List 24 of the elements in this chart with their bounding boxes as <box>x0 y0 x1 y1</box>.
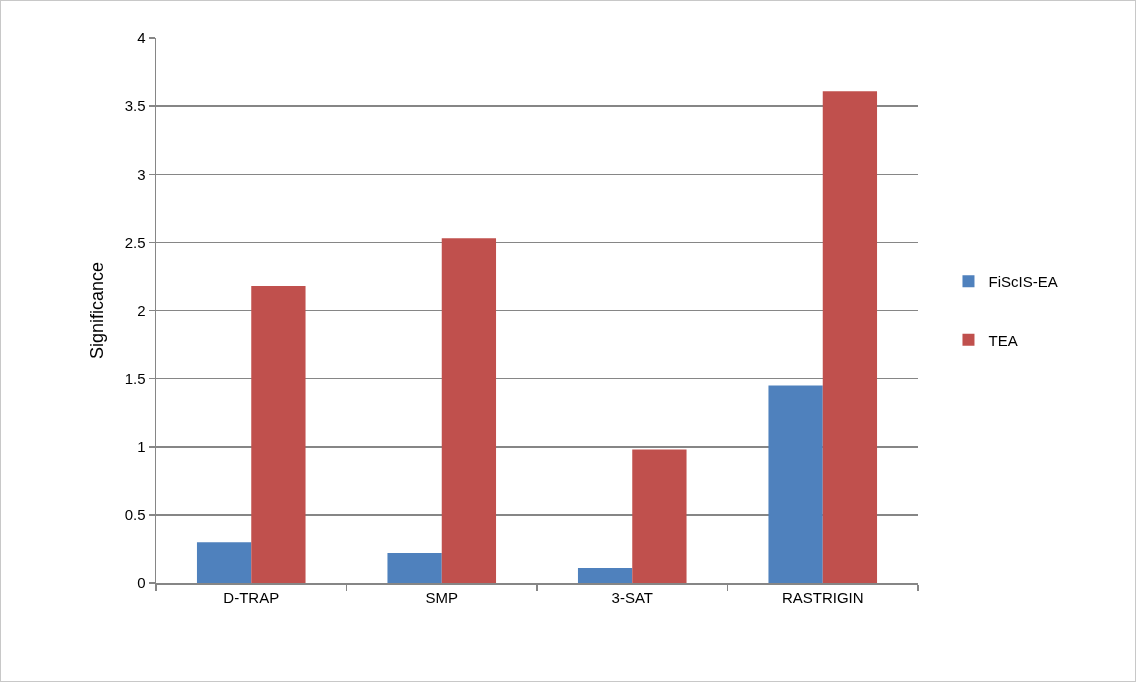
y-tick-label: 3.5 <box>124 97 146 115</box>
y-tick-label: 3 <box>137 165 146 183</box>
x-tick-label: SMP <box>425 588 459 606</box>
bar <box>822 91 878 583</box>
legend-label: TEA <box>988 331 1018 349</box>
y-tick-label: 4 <box>137 29 146 47</box>
legend-label: FiScIS-EA <box>988 273 1058 291</box>
bar <box>251 285 306 583</box>
x-tick-label: RASTRIGIN <box>781 588 864 606</box>
bar <box>632 449 687 583</box>
x-tick-label: D-TRAP <box>223 588 280 606</box>
y-axis-title: Significance <box>87 261 108 360</box>
bar <box>387 553 442 583</box>
bar <box>441 238 497 583</box>
y-tick-label: 1.5 <box>124 369 146 387</box>
bar <box>577 568 633 583</box>
y-tick-label: 2.5 <box>124 233 146 251</box>
y-tick-label: 0.5 <box>124 506 146 524</box>
y-tick-label: 0 <box>137 574 146 592</box>
x-tick-label: 3-SAT <box>611 588 653 606</box>
y-tick-label: 2 <box>137 301 146 319</box>
y-tick-label: 1 <box>137 438 146 455</box>
bar <box>196 542 252 583</box>
bar <box>768 385 823 583</box>
